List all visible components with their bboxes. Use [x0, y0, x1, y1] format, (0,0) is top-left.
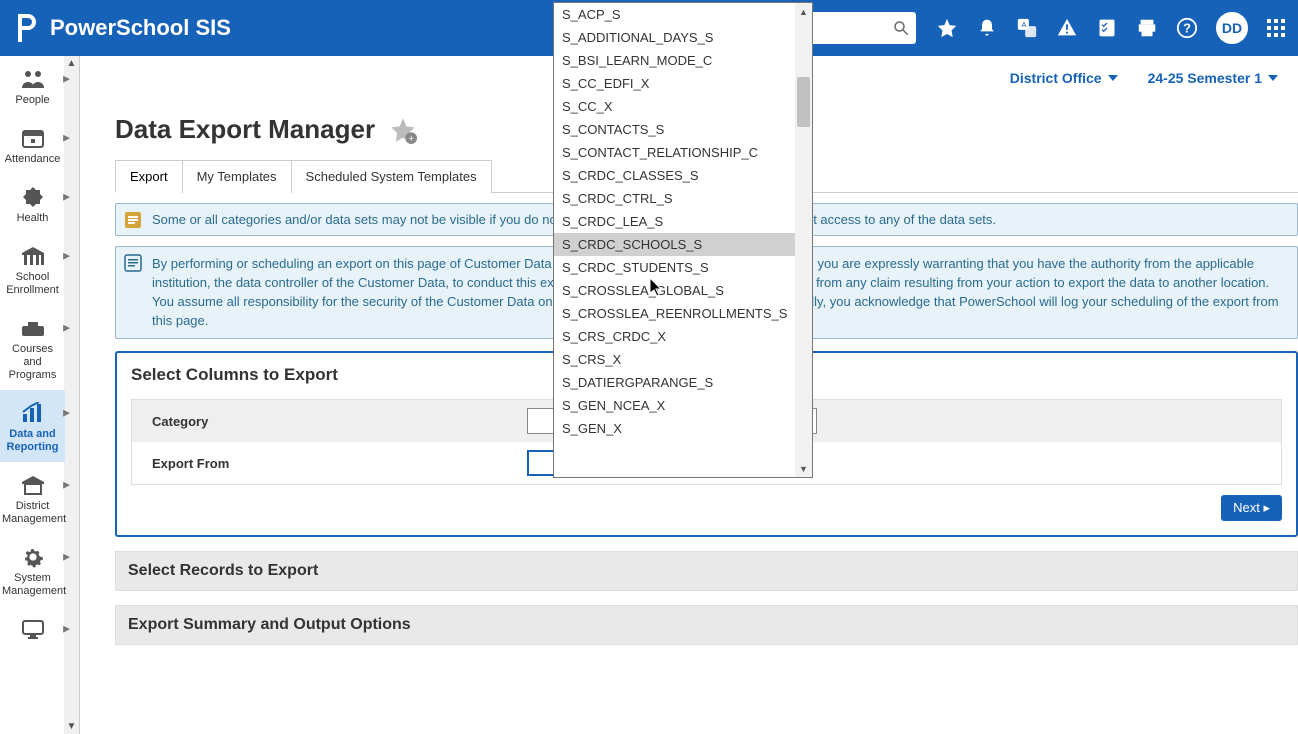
dropdown-item[interactable]: S_CRDC_STUDENTS_S — [554, 256, 795, 279]
info-icon — [124, 211, 142, 229]
note-icon — [124, 254, 142, 272]
dropdown-list: S_ACP_SS_ADDITIONAL_DAYS_SS_BSI_LEARN_MO… — [554, 3, 795, 477]
favorites-icon[interactable] — [936, 17, 958, 39]
dropdown-item[interactable]: S_GEN_NCEA_X — [554, 394, 795, 417]
reporting-icon: ▶ — [2, 400, 63, 426]
caret-down-icon — [1108, 75, 1118, 81]
notifications-icon[interactable] — [976, 17, 998, 39]
tab-my-templates[interactable]: My Templates — [182, 160, 292, 193]
powerschool-logo-icon — [12, 10, 40, 46]
scroll-up-icon[interactable]: ▲ — [795, 3, 812, 20]
school-picker[interactable]: District Office — [1010, 70, 1118, 86]
nav-label: Health — [2, 212, 63, 225]
svg-text:A: A — [1022, 20, 1027, 29]
translate-icon[interactable]: A — [1016, 17, 1038, 39]
dropdown-item[interactable]: S_CONTACT_RELATIONSHIP_C — [554, 141, 795, 164]
scroll-down-icon[interactable]: ▼ — [64, 719, 79, 734]
nav-school-enrollment[interactable]: ▶ School Enrollment — [0, 233, 65, 305]
help-icon[interactable]: ? — [1176, 17, 1198, 39]
monitor-icon: ▶ — [2, 616, 63, 642]
dropdown-scrollbar[interactable]: ▲ ▼ — [795, 3, 812, 477]
nav-label: Courses and Programs — [2, 343, 63, 382]
dropdown-item[interactable]: S_CROSSLEA_REENROLLMENTS_S — [554, 302, 795, 325]
label-export-from: Export From — [132, 456, 527, 471]
nav-label: School Enrollment — [2, 271, 63, 297]
dropdown-item[interactable]: S_CRDC_CTRL_S — [554, 187, 795, 210]
nav-data-reporting[interactable]: ▶ Data and Reporting — [0, 390, 65, 462]
scroll-up-icon[interactable]: ▲ — [64, 56, 79, 71]
tab-scheduled-templates[interactable]: Scheduled System Templates — [291, 160, 492, 193]
dropdown-item[interactable]: S_ADDITIONAL_DAYS_S — [554, 26, 795, 49]
courses-icon: ▶ — [2, 315, 63, 341]
dropdown-item[interactable]: S_BSI_LEARN_MODE_C — [554, 49, 795, 72]
print-icon[interactable] — [1136, 17, 1158, 39]
term-picker[interactable]: 24-25 Semester 1 — [1148, 70, 1278, 86]
term-label: 24-25 Semester 1 — [1148, 70, 1262, 86]
export-from-dropdown: S_ACP_SS_ADDITIONAL_DAYS_SS_BSI_LEARN_MO… — [553, 2, 813, 478]
gear-icon: ▶ — [2, 544, 63, 570]
nav-district-mgmt[interactable]: ▶ District Management — [0, 462, 65, 534]
scroll-thumb[interactable] — [797, 77, 810, 127]
svg-text:?: ? — [1183, 21, 1191, 36]
nav-attendance[interactable]: ▶ Attendance — [0, 115, 65, 174]
logo-block: PowerSchool SIS — [12, 10, 231, 46]
app-title: PowerSchool SIS — [50, 15, 231, 41]
tab-export[interactable]: Export — [115, 160, 183, 193]
dropdown-item[interactable]: S_CONTACTS_S — [554, 118, 795, 141]
dropdown-item[interactable]: S_CRDC_LEA_S — [554, 210, 795, 233]
attendance-icon: ▶ — [2, 125, 63, 151]
nav-courses-programs[interactable]: ▶ Courses and Programs — [0, 305, 65, 390]
dropdown-item[interactable]: S_CC_EDFI_X — [554, 72, 795, 95]
checklist-icon[interactable] — [1096, 17, 1118, 39]
nav-label: People — [2, 94, 63, 107]
nav-label: System Management — [2, 572, 63, 598]
dropdown-item[interactable]: S_CRS_CRDC_X — [554, 325, 795, 348]
school-label: District Office — [1010, 70, 1102, 86]
dropdown-item[interactable]: S_CRDC_SCHOOLS_S — [554, 233, 795, 256]
dropdown-item[interactable]: S_GEN_X — [554, 417, 795, 440]
svg-text:+: + — [409, 133, 414, 143]
district-icon: ▶ — [2, 472, 63, 498]
dropdown-item[interactable]: S_CRDC_CLASSES_S — [554, 164, 795, 187]
search-icon[interactable] — [892, 19, 910, 37]
page-title: Data Export Manager — [115, 114, 375, 145]
top-icons: A ? DD — [936, 12, 1286, 44]
apps-grid-icon[interactable] — [1266, 18, 1286, 38]
alert-icon[interactable] — [1056, 17, 1078, 39]
dropdown-item[interactable]: S_DATIERGPARANGE_S — [554, 371, 795, 394]
nav-people[interactable]: ▶ People — [0, 56, 65, 115]
caret-down-icon — [1268, 75, 1278, 81]
left-nav: ▲ ▼ ▶ People ▶ Attendance ▶ Health ▶ Sch… — [0, 56, 80, 734]
nav-label: District Management — [2, 500, 63, 526]
school-icon: ▶ — [2, 243, 63, 269]
dropdown-item[interactable]: S_CC_X — [554, 95, 795, 118]
section-export-summary[interactable]: Export Summary and Output Options — [115, 605, 1298, 645]
nav-health[interactable]: ▶ Health — [0, 174, 65, 233]
dropdown-item[interactable]: S_CROSSLEA_GLOBAL_S — [554, 279, 795, 302]
dropdown-item[interactable]: S_ACP_S — [554, 3, 795, 26]
nav-system-mgmt[interactable]: ▶ System Management — [0, 534, 65, 606]
scroll-down-icon[interactable]: ▼ — [795, 460, 812, 477]
nav-computer[interactable]: ▶ — [0, 606, 65, 652]
section-select-records[interactable]: Select Records to Export — [115, 551, 1298, 591]
favorite-star-icon[interactable]: + — [389, 116, 417, 144]
user-avatar[interactable]: DD — [1216, 12, 1248, 44]
nav-label: Data and Reporting — [2, 428, 63, 454]
next-label: Next — [1233, 500, 1260, 515]
dropdown-item[interactable]: S_CRS_X — [554, 348, 795, 371]
nav-label: Attendance — [2, 153, 63, 166]
next-button[interactable]: Next ▸ — [1221, 495, 1282, 521]
health-icon: ▶ — [2, 184, 63, 210]
people-icon: ▶ — [2, 66, 63, 92]
label-category: Category — [132, 414, 527, 429]
